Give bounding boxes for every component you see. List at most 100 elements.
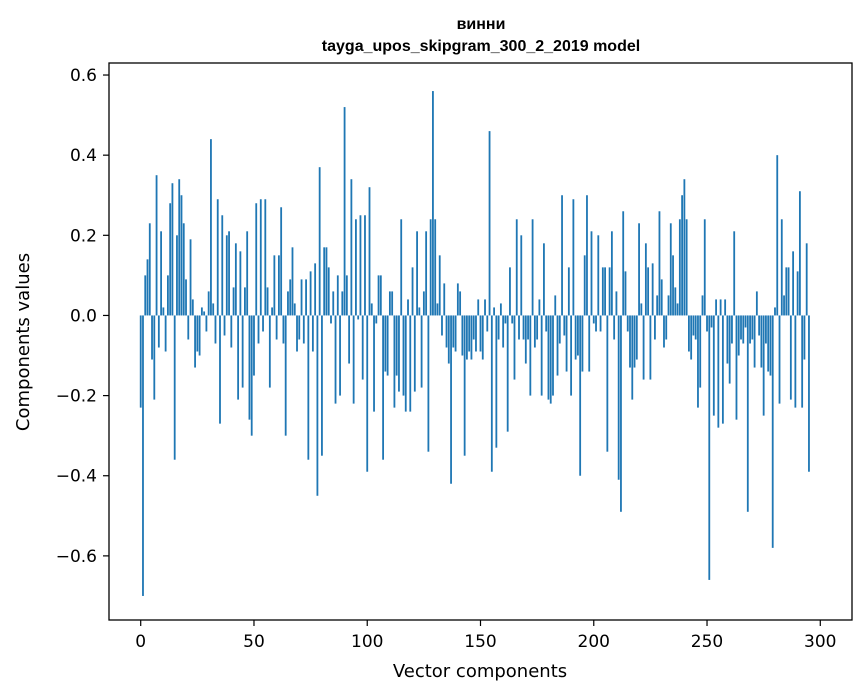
bar	[606, 315, 609, 452]
bar	[631, 315, 634, 400]
bar	[259, 199, 262, 316]
bar	[794, 315, 797, 408]
bar	[533, 315, 536, 348]
x-axis-label: Vector components	[393, 661, 567, 682]
bar	[721, 315, 724, 424]
bar	[622, 211, 625, 316]
bar	[579, 315, 582, 476]
bar	[597, 235, 600, 316]
bar	[486, 315, 489, 332]
bar	[284, 315, 287, 436]
bar	[348, 315, 351, 364]
bar	[780, 219, 783, 316]
bar	[207, 291, 210, 316]
bar	[187, 315, 190, 340]
bar	[307, 315, 310, 460]
bar	[719, 299, 722, 316]
bar	[595, 315, 597, 332]
bar	[364, 215, 366, 316]
bar	[377, 275, 380, 316]
bar	[554, 295, 557, 316]
bar	[590, 231, 593, 316]
bar	[783, 295, 785, 316]
bar	[567, 267, 570, 316]
bar	[644, 243, 647, 316]
bar	[334, 315, 337, 404]
bar	[515, 219, 518, 316]
bar	[427, 315, 430, 452]
bar	[255, 203, 258, 316]
bar	[452, 315, 455, 348]
bar	[678, 219, 681, 316]
bar	[633, 315, 636, 368]
bar	[744, 315, 747, 328]
bar	[746, 315, 749, 512]
bar	[563, 315, 566, 336]
bar	[373, 315, 375, 412]
bar	[690, 315, 693, 360]
bar	[531, 219, 534, 316]
bar	[712, 315, 715, 416]
bar	[581, 315, 584, 372]
bar	[760, 315, 763, 368]
bar	[801, 315, 804, 408]
bar	[626, 315, 629, 332]
bar	[302, 315, 305, 344]
bar	[608, 267, 611, 316]
bar	[481, 315, 484, 360]
bar	[248, 315, 251, 420]
bar	[166, 275, 169, 316]
bar	[472, 315, 475, 340]
bar	[173, 315, 176, 460]
bar	[717, 315, 720, 428]
bar	[583, 255, 586, 316]
y-tick-label: 0.6	[70, 66, 97, 86]
bar	[350, 179, 353, 316]
bar	[277, 255, 280, 316]
bar	[411, 267, 414, 316]
chart-subtitle: tayga_upos_skipgram_300_2_2019 model	[322, 38, 640, 55]
bar	[724, 299, 727, 316]
bar	[375, 315, 378, 324]
bar	[651, 263, 654, 316]
bar	[558, 315, 561, 344]
bar	[214, 315, 217, 344]
bar	[755, 291, 758, 316]
bar	[228, 231, 230, 316]
bar	[191, 299, 194, 316]
y-tick-label: 0.2	[70, 226, 97, 246]
bar	[667, 295, 670, 316]
bar	[769, 315, 772, 376]
bar	[264, 199, 267, 316]
bar	[336, 275, 339, 316]
bar	[266, 287, 269, 316]
bar	[327, 267, 330, 316]
bar	[511, 315, 514, 324]
bar	[253, 315, 255, 376]
bar	[701, 295, 704, 316]
bar	[171, 183, 174, 316]
bar	[518, 315, 520, 340]
bar	[629, 315, 631, 368]
bar	[441, 315, 443, 336]
bar	[504, 315, 507, 324]
bar	[180, 195, 183, 316]
bar	[497, 315, 500, 340]
bar	[615, 291, 618, 316]
bar	[647, 267, 650, 316]
bar	[601, 267, 604, 316]
bar	[565, 315, 568, 372]
bar	[459, 291, 462, 316]
bar	[740, 315, 742, 340]
bar	[289, 279, 292, 316]
bar	[803, 315, 806, 360]
bar	[549, 315, 552, 404]
bar	[674, 287, 677, 316]
bar	[574, 315, 577, 360]
bar	[287, 291, 289, 316]
bar	[468, 315, 471, 352]
bar	[540, 315, 543, 396]
bar	[536, 315, 539, 340]
bar	[758, 315, 761, 336]
bar	[169, 203, 172, 316]
